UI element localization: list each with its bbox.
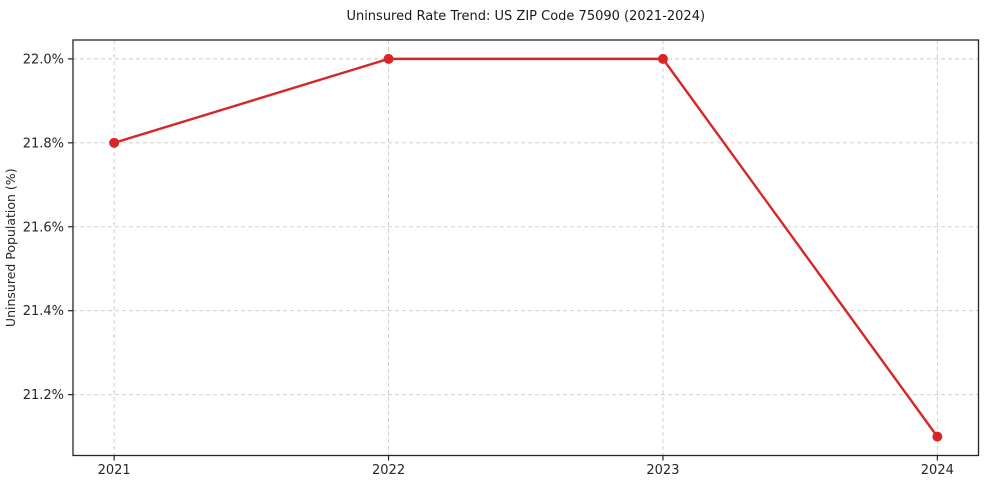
y-tick-label: 21.2% — [23, 388, 64, 403]
data-point-marker — [109, 137, 120, 148]
x-tick-label: 2021 — [98, 463, 131, 478]
y-tick-label: 22.0% — [23, 52, 64, 67]
data-point-marker — [932, 431, 943, 442]
x-tick-label: 2022 — [372, 463, 405, 478]
data-point-marker — [657, 53, 668, 64]
y-tick-label: 21.6% — [23, 220, 64, 235]
y-tick-label: 21.4% — [23, 304, 64, 319]
chart-title: Uninsured Rate Trend: US ZIP Code 75090 … — [346, 9, 705, 24]
plot-box — [72, 39, 980, 457]
x-tick-label: 2024 — [921, 463, 954, 478]
grid-layer — [73, 40, 979, 456]
y-tick-label: 21.8% — [23, 136, 64, 151]
series-layer — [109, 53, 943, 442]
axes-layer: 21.2% 21.4% 21.6% 21.8% 22.0% 2021 2022 2023 202… — [23, 39, 980, 478]
x-tick-label: 2023 — [646, 463, 679, 478]
data-point-marker — [383, 53, 394, 64]
trend-line — [112, 57, 939, 438]
y-axis-label: Uninsured Population (%) — [3, 168, 18, 327]
